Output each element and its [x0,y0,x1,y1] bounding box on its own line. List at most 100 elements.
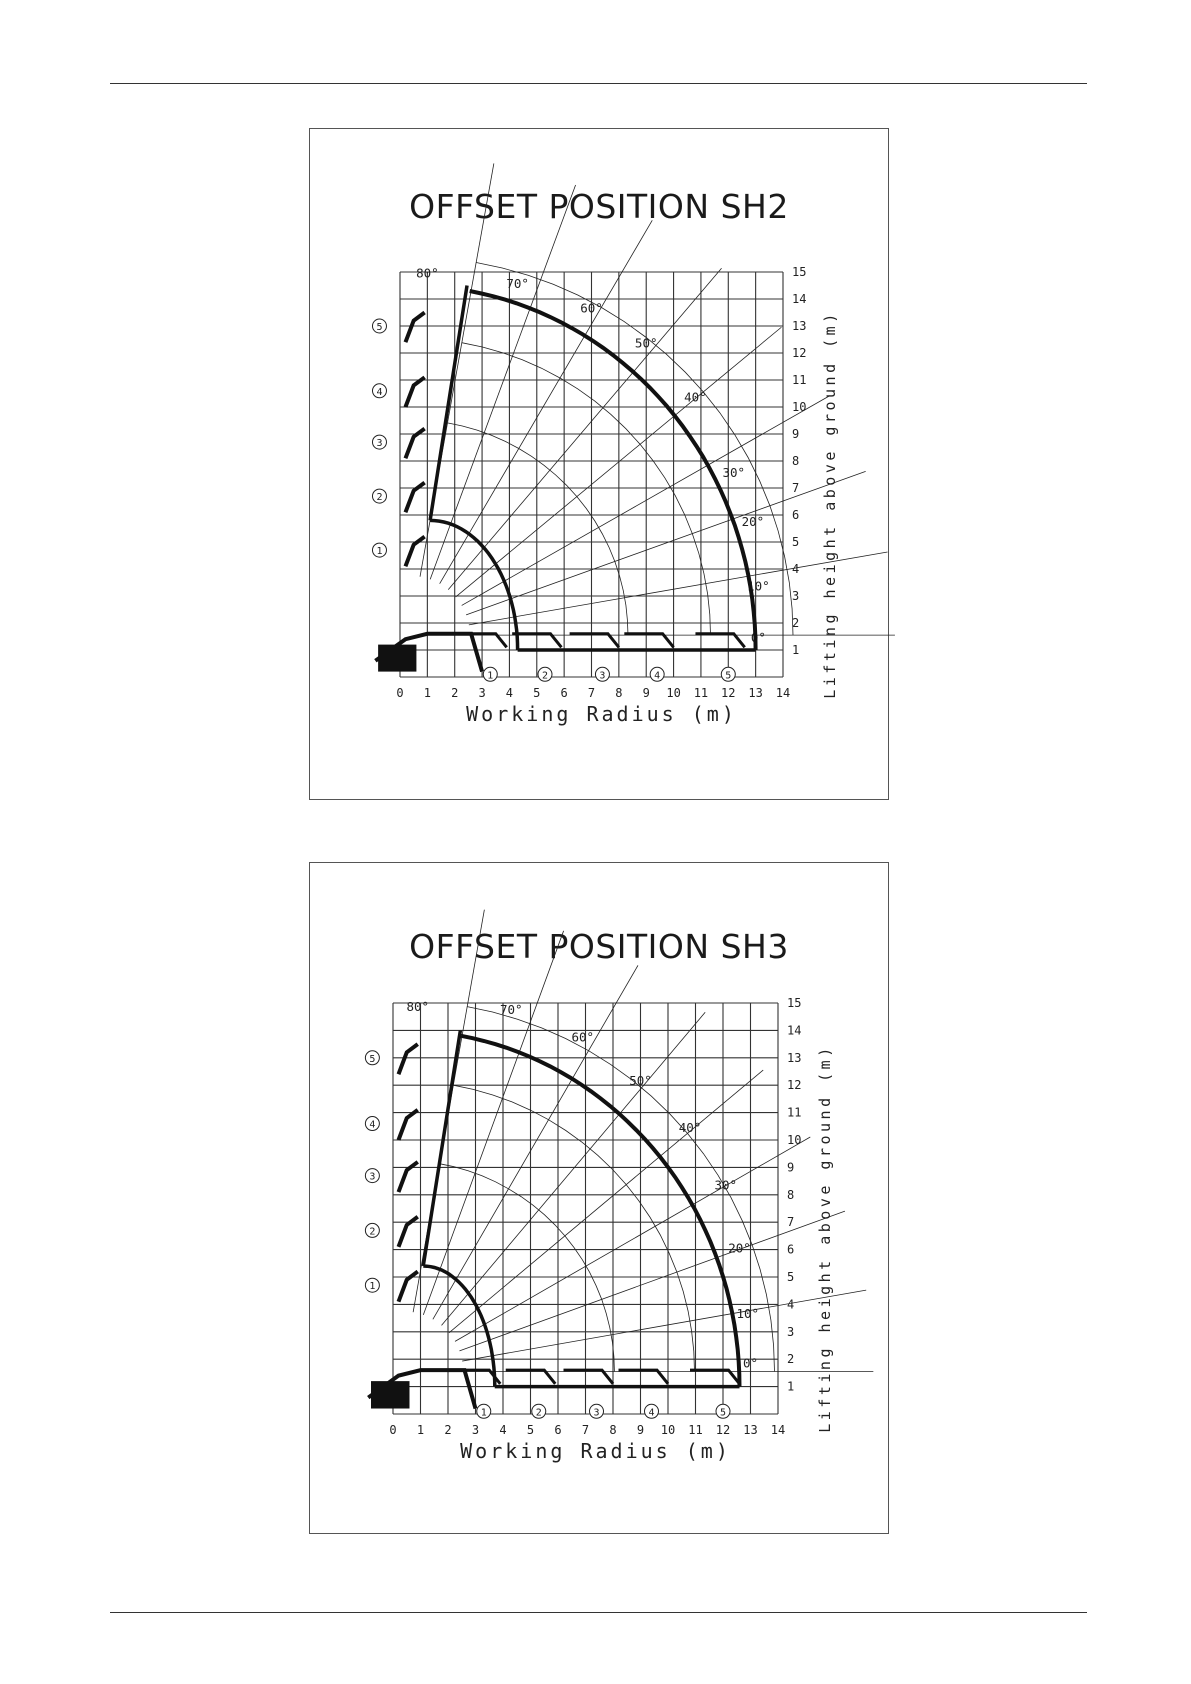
y-tick-label: 15 [787,996,801,1010]
extension-marker-label: 2 [536,1407,542,1418]
angle-line [447,267,722,590]
extension-marker-left [364,1277,380,1293]
extension-marker-label: 5 [376,322,382,333]
envelope-outer-arc [469,289,758,651]
angle-line [455,326,782,598]
angle-line [465,470,866,616]
x-tick-label: 5 [527,1423,534,1437]
boom-sketch [512,632,563,649]
boom-sketch [690,1368,741,1385]
extension-marker-label: 1 [376,546,382,557]
y-tick-label: 9 [792,427,799,441]
angle-label: 70° [500,1002,523,1017]
x-tick-label: 0 [396,686,403,700]
y-tick-label: 6 [787,1243,794,1257]
x-tick-label: 3 [478,686,485,700]
extension-marker-label: 4 [654,670,660,681]
boom-sketch [403,310,426,343]
extension-marker-label: 1 [487,670,493,681]
extension-marker-label: 5 [369,1054,375,1065]
boom-sketch [403,534,426,568]
x-tick-label: 14 [776,686,790,700]
extension-marker-bottom [531,1403,547,1419]
chart-title: OFFSET POSITION SH3 [409,927,789,966]
x-tick-label: 10 [666,686,680,700]
extension-marker-label: 1 [369,1281,375,1292]
y-tick-label: 9 [787,1160,794,1174]
y-tick-label: 2 [792,616,799,630]
angle-label: 0° [751,630,766,645]
angle-line [429,184,576,580]
x-tick-label: 4 [506,686,513,700]
chart-panel-sh2: OFFSET POSITION SH2 0 1 2 3 4 5 6 7 8 9 10 11 12 13 14… [309,128,895,800]
extension-marker-left [364,1222,380,1238]
chart-panel-sh3: OFFSET POSITION SH3 0 1 2 3 4 5 6 7 8 9 10 11 12 13 14… [309,862,889,1534]
y-tick-label: 8 [787,1188,794,1202]
x-tick-label: 9 [643,686,650,700]
crane-body [371,1381,410,1409]
envelope-boom-line [428,285,469,521]
x-tick-label: 7 [582,1423,589,1437]
angle-label: 60° [580,301,603,316]
y-tick-label: 4 [787,1297,794,1311]
y-tick-label: 5 [787,1270,794,1284]
y-tick-label: 11 [787,1106,801,1120]
boom-sketch [618,1368,670,1385]
extension-arc [447,422,629,636]
y-tick-label: 10 [792,400,806,414]
x-tick-label: 13 [748,686,762,700]
angle-label: 0° [743,1355,758,1370]
envelope-inner-arc [430,518,520,651]
extension-marker-label: 4 [648,1407,654,1418]
extension-marker-bottom [715,1403,731,1419]
x-tick-label: 12 [721,686,735,700]
angle-label: 30° [714,1177,737,1192]
extension-marker-label: 3 [376,438,382,449]
y-tick-label: 14 [792,292,806,306]
y-tick-label: 14 [787,1023,801,1037]
header-rule [110,83,1087,84]
extension-marker-label: 3 [593,1407,599,1418]
boom-sketch [396,1042,419,1075]
y-tick-label: 8 [792,454,799,468]
extension-marker-bottom [476,1403,492,1419]
boom-sketch [403,426,426,460]
envelope-boom-line [421,1030,463,1267]
x-tick-label: 7 [588,686,595,700]
angle-label: 80° [406,999,429,1014]
x-tick-label: 11 [694,686,708,700]
x-tick-label: 6 [561,686,568,700]
boom-sketch [563,1368,615,1385]
extension-arc [476,262,794,636]
boom-sketch [396,1160,419,1193]
angle-line [468,551,888,626]
crane-body [378,644,417,672]
footer-rule [110,1612,1087,1613]
extension-arc [467,1006,775,1372]
angle-line [422,930,564,1316]
boom-sketch [403,480,426,514]
extension-marker-label: 3 [369,1172,375,1183]
extension-marker-left [364,1116,380,1132]
y-axis-title: Lifting height above ground (m) [821,310,839,698]
extension-marker-bottom [720,666,736,682]
x-tick-label: 14 [771,1423,785,1437]
extension-marker-label: 5 [720,1407,726,1418]
angle-line [454,1136,811,1342]
x-tick-label: 6 [554,1423,561,1437]
y-tick-label: 5 [792,535,799,549]
y-tick-label: 15 [792,265,806,279]
extension-marker-bottom [644,1403,659,1419]
angle-label: 30° [722,465,745,480]
extension-marker-left [371,488,387,504]
extension-marker-left [371,434,387,450]
x-tick-label: 12 [716,1423,730,1437]
range-diagram-sh3: 0 1 2 3 4 5 6 7 8 9 10 11 12 13 1412345678910111213141… [364,909,874,1463]
extension-arc [453,1084,695,1372]
extension-marker-left [371,383,387,399]
envelope-inner-arc [423,1264,497,1387]
x-tick-label: 9 [637,1423,644,1437]
angle-line [462,1289,867,1362]
boom-sketch [403,375,426,408]
extension-marker-label: 5 [725,670,731,681]
